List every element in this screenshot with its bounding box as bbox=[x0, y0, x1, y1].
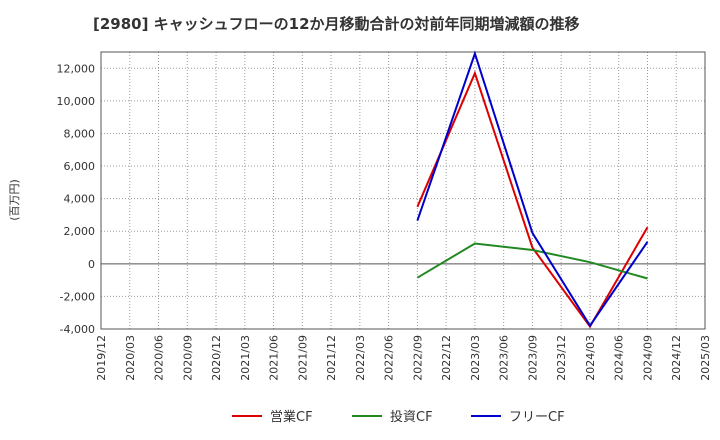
legend-label: 営業CF bbox=[270, 409, 313, 425]
x-tick-label: 2020/09 bbox=[181, 335, 194, 381]
x-tick-label: 2022/12 bbox=[440, 335, 453, 381]
x-tick-label: 2023/06 bbox=[498, 335, 511, 381]
y-tick-label: 4,000 bbox=[64, 193, 96, 206]
legend-item-1: 営業CF bbox=[232, 409, 313, 425]
legend-label: 投資CF bbox=[390, 409, 433, 425]
series-lines bbox=[416, 50, 649, 329]
x-tick-label: 2023/09 bbox=[526, 335, 539, 381]
legend-item-3: フリーCF bbox=[471, 410, 565, 425]
series-line-2 bbox=[416, 242, 648, 280]
y-tick-label: -4,000 bbox=[60, 323, 95, 336]
x-tick-label: 2020/06 bbox=[153, 335, 166, 381]
x-tick-label: 2021/03 bbox=[239, 335, 252, 381]
y-tick-label: 12,000 bbox=[57, 62, 96, 75]
x-tick-label: 2024/03 bbox=[584, 335, 597, 381]
y-tick-label: -2,000 bbox=[60, 290, 95, 303]
x-tick-label: 2024/12 bbox=[670, 335, 683, 381]
x-tick-label: 2021/06 bbox=[268, 335, 281, 381]
x-tick-label: 2024/06 bbox=[613, 335, 626, 381]
legend-label: フリーCF bbox=[509, 410, 565, 425]
y-axis: -4,000 -2,000 0 2,000 4,000 6,000 8,000 10,000 1… bbox=[57, 62, 96, 336]
y-tick-label: 10,000 bbox=[57, 95, 96, 108]
series-line-3 bbox=[416, 50, 649, 328]
x-tick-label: 2023/12 bbox=[555, 335, 568, 381]
x-tick-label: 2024/09 bbox=[641, 335, 654, 381]
x-axis: 2019/12 2020/03 2020/06 2020/09 2020/12 2021/… bbox=[95, 335, 712, 381]
grid bbox=[101, 52, 705, 330]
x-tick-label: 2021/09 bbox=[296, 335, 309, 381]
x-tick-label: 2022/09 bbox=[411, 335, 424, 381]
x-tick-label: 2021/12 bbox=[325, 335, 338, 381]
plot-area bbox=[100, 51, 706, 330]
x-tick-label: 2025/03 bbox=[699, 335, 712, 381]
chart-title: [2980] キャッシュフローの12か月移動合計の対前年同期増減額の推移 bbox=[93, 15, 580, 33]
x-tick-label: 2022/06 bbox=[383, 335, 396, 381]
x-tick-label: 2023/03 bbox=[469, 335, 482, 381]
y-axis-label: (百万円) bbox=[8, 179, 21, 221]
y-tick-label: 0 bbox=[88, 258, 95, 271]
x-tick-label: 2020/03 bbox=[124, 335, 137, 381]
x-tick-label: 2019/12 bbox=[95, 335, 108, 381]
x-tick-label: 2020/12 bbox=[210, 335, 223, 381]
y-tick-label: 2,000 bbox=[64, 225, 96, 238]
x-tick-label: 2022/03 bbox=[354, 335, 367, 381]
y-tick-label: 8,000 bbox=[64, 127, 96, 140]
legend: 営業CF 投資CF フリーCF bbox=[232, 409, 565, 425]
legend-item-2: 投資CF bbox=[352, 409, 433, 425]
y-tick-label: 6,000 bbox=[64, 160, 96, 173]
series-line-1 bbox=[416, 70, 649, 329]
